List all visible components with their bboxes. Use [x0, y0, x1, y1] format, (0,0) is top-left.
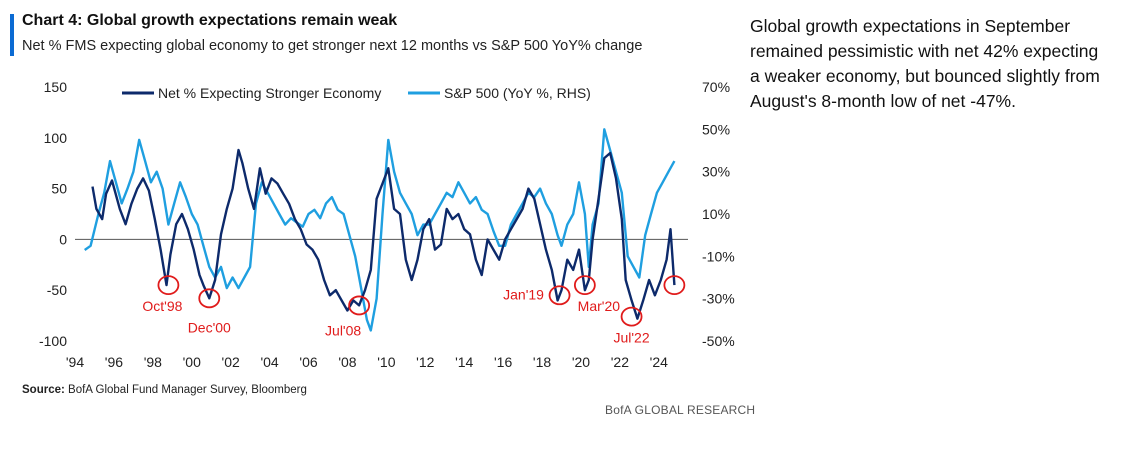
y-right-tick-label: -10% — [702, 248, 735, 264]
y-left-tick-label: 0 — [59, 231, 67, 247]
x-tick-label: '12 — [416, 354, 434, 370]
x-tick-label: '10 — [377, 354, 395, 370]
y-left-tick-label: 150 — [44, 79, 68, 95]
annotation-circle — [157, 275, 180, 296]
commentary-text: Global growth expectations in September … — [750, 16, 1100, 111]
x-tick-label: '06 — [299, 354, 317, 370]
legend-label-sp500: S&P 500 (YoY %, RHS) — [444, 85, 591, 101]
x-tick-label: '94 — [66, 354, 84, 370]
annotation-label: Jul'08 — [325, 322, 361, 338]
chart-title: Chart 4: Global growth expectations rema… — [22, 12, 398, 29]
source-note: Source: BofA Global Fund Manager Survey,… — [22, 384, 307, 396]
annotation-label: Dec'00 — [188, 319, 231, 335]
x-tick-label: '18 — [533, 354, 551, 370]
y-right-tick-label: 30% — [702, 164, 730, 180]
annotation-circle — [198, 288, 221, 309]
annotation-circle — [548, 285, 571, 306]
x-tick-label: '04 — [260, 354, 278, 370]
y-left-tick-label: -100 — [39, 333, 67, 349]
x-tick-label: '22 — [611, 354, 629, 370]
annotation-circle — [620, 306, 643, 327]
y-left-tick-label: 50 — [51, 181, 67, 197]
y-right-tick-label: 50% — [702, 121, 730, 137]
x-tick-label: '00 — [183, 354, 201, 370]
annotation-label: Mar'20 — [578, 298, 621, 314]
x-tick-label: '16 — [494, 354, 512, 370]
chart-subtitle: Net % FMS expecting global economy to ge… — [22, 38, 643, 54]
y-right-tick-label: -30% — [702, 291, 735, 307]
source-text: BofA Global Fund Manager Survey, Bloombe… — [64, 384, 307, 396]
annotation-circle — [573, 275, 596, 296]
source-label: Source: — [22, 384, 65, 396]
x-tick-label: '08 — [338, 354, 356, 370]
annotation-circle — [348, 295, 371, 316]
title-accent-bar — [10, 14, 14, 56]
x-tick-label: '96 — [105, 354, 123, 370]
net-stronger-economy-line — [91, 148, 676, 320]
x-tick-label: '20 — [572, 354, 590, 370]
x-tick-label: '98 — [144, 354, 162, 370]
legend-label-net: Net % Expecting Stronger Economy — [158, 85, 381, 101]
x-tick-label: '02 — [222, 354, 240, 370]
y-right-tick-label: 10% — [702, 206, 730, 222]
annotation-label: Jul'22 — [613, 330, 649, 346]
y-left-tick-label: -50 — [47, 282, 67, 298]
y-left-tick-label: 100 — [44, 130, 68, 146]
brand-label: BofA GLOBAL RESEARCH — [605, 403, 756, 417]
x-tick-label: '24 — [650, 354, 668, 370]
y-right-tick-label: -50% — [702, 333, 735, 349]
annotation-circle — [663, 275, 686, 296]
annotation-label: Oct'98 — [142, 298, 182, 314]
x-tick-label: '14 — [455, 354, 473, 370]
y-right-tick-label: 70% — [702, 79, 730, 95]
annotation-label: Jan'19 — [503, 286, 544, 302]
sp500-yoy-line — [84, 128, 676, 332]
